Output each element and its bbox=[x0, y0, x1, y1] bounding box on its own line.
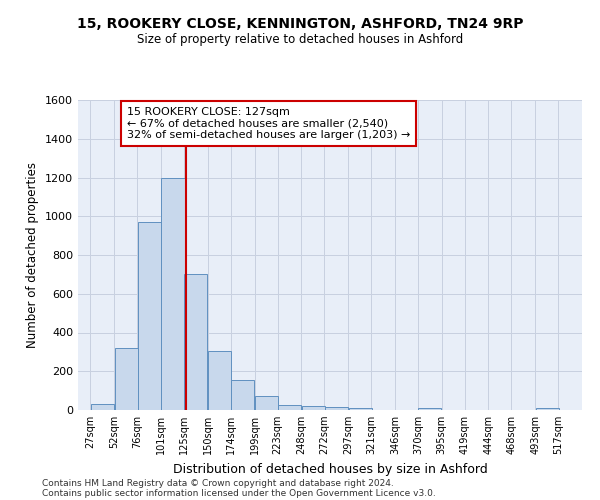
Bar bbox=[161, 178, 185, 410]
Bar bbox=[184, 274, 208, 410]
Bar bbox=[137, 222, 161, 410]
Bar bbox=[325, 407, 348, 410]
Text: Contains public sector information licensed under the Open Government Licence v3: Contains public sector information licen… bbox=[42, 488, 436, 498]
Bar bbox=[418, 408, 441, 410]
Text: Size of property relative to detached houses in Ashford: Size of property relative to detached ho… bbox=[137, 32, 463, 46]
Text: 15 ROOKERY CLOSE: 127sqm
← 67% of detached houses are smaller (2,540)
32% of sem: 15 ROOKERY CLOSE: 127sqm ← 67% of detach… bbox=[127, 107, 410, 140]
Text: 15, ROOKERY CLOSE, KENNINGTON, ASHFORD, TN24 9RP: 15, ROOKERY CLOSE, KENNINGTON, ASHFORD, … bbox=[77, 18, 523, 32]
Bar bbox=[278, 404, 301, 410]
Bar bbox=[115, 348, 138, 410]
X-axis label: Distribution of detached houses by size in Ashford: Distribution of detached houses by size … bbox=[173, 462, 487, 475]
Bar bbox=[208, 351, 232, 410]
Y-axis label: Number of detached properties: Number of detached properties bbox=[26, 162, 40, 348]
Bar bbox=[536, 408, 559, 410]
Bar bbox=[91, 404, 114, 410]
Bar bbox=[349, 408, 371, 410]
Bar bbox=[231, 380, 254, 410]
Bar bbox=[255, 396, 278, 410]
Text: Contains HM Land Registry data © Crown copyright and database right 2024.: Contains HM Land Registry data © Crown c… bbox=[42, 478, 394, 488]
Bar bbox=[302, 406, 325, 410]
